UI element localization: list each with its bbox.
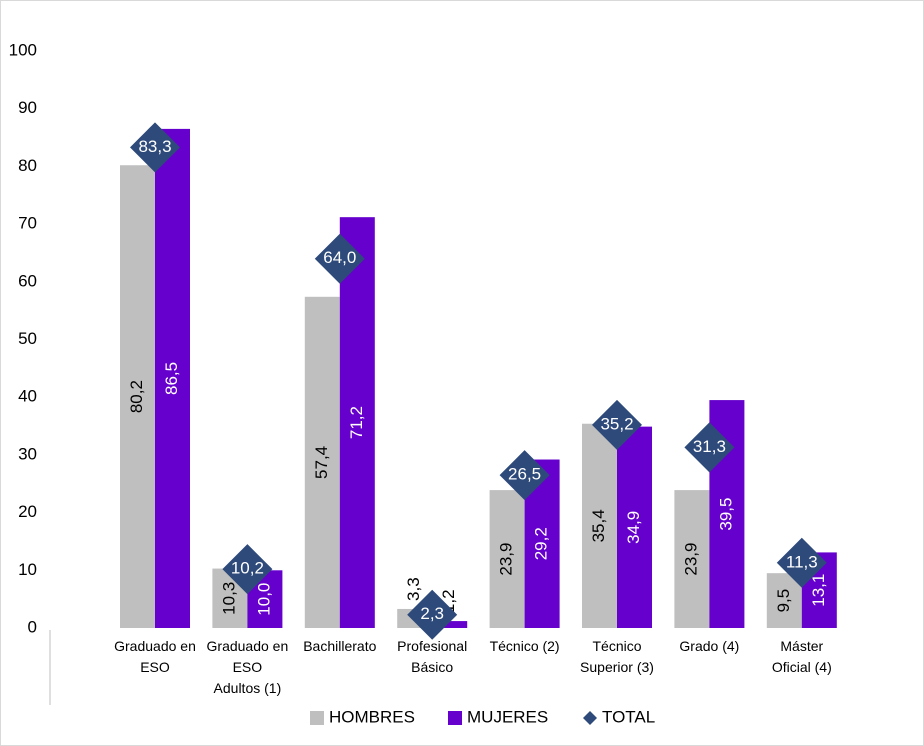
bar xyxy=(432,621,468,628)
data-label: 29,2 xyxy=(532,527,551,560)
data-label: 64,0 xyxy=(323,248,356,267)
legend-label: TOTAL xyxy=(602,707,655,726)
y-tick-label: 40 xyxy=(18,387,37,406)
bar xyxy=(617,426,652,628)
bar xyxy=(489,490,525,628)
y-tick-label: 60 xyxy=(18,271,37,290)
x-tick-label: Graduado en ESO Adultos (1) xyxy=(206,638,289,696)
x-tick-label: Profesional Básico xyxy=(397,638,468,675)
y-tick-label: 0 xyxy=(28,617,37,636)
total-marker xyxy=(776,537,827,588)
y-tick-label: 100 xyxy=(9,40,37,59)
bar xyxy=(304,296,340,628)
data-label: 10,2 xyxy=(231,559,264,578)
total-marker xyxy=(592,399,642,450)
y-tick-label: 20 xyxy=(18,502,37,521)
total-marker xyxy=(499,450,550,501)
data-label: 10,0 xyxy=(254,583,273,616)
data-label: 3,3 xyxy=(404,577,423,601)
data-label: 23,9 xyxy=(497,543,516,576)
y-tick-label: 90 xyxy=(18,98,37,117)
data-label: 34,9 xyxy=(624,511,643,544)
bar xyxy=(155,128,190,628)
bar xyxy=(120,165,155,628)
bar xyxy=(674,490,710,628)
total-marker xyxy=(222,544,273,595)
legend-label: HOMBRES xyxy=(329,707,415,726)
legend-marker xyxy=(448,711,462,725)
total-marker xyxy=(684,422,735,473)
y-tick-label: 50 xyxy=(18,329,37,348)
data-label: 35,2 xyxy=(600,414,633,433)
total-marker xyxy=(130,122,180,173)
data-label: 86,5 xyxy=(162,362,181,395)
legend-label: MUJERES xyxy=(467,707,548,726)
data-label: 57,4 xyxy=(312,446,331,479)
x-tick-label: Técnico Superior (3) xyxy=(580,638,654,675)
legend-marker xyxy=(583,711,597,725)
x-tick-label: Graduado en ESO xyxy=(114,638,196,675)
y-tick-label: 10 xyxy=(18,560,37,579)
data-label: 71,2 xyxy=(347,406,366,439)
x-tick-label: Grado (4) xyxy=(679,638,740,654)
data-label: 9,5 xyxy=(774,589,793,613)
data-label: 39,5 xyxy=(716,497,735,530)
data-label: 10,3 xyxy=(219,582,238,615)
y-tick-label: 30 xyxy=(18,444,37,463)
y-tick-label: 80 xyxy=(18,156,37,175)
data-label: 31,3 xyxy=(693,437,726,456)
total-marker xyxy=(407,589,458,640)
x-tick-label: Bachillerato xyxy=(303,638,377,654)
x-tick-label: Técnico (2) xyxy=(489,638,560,654)
data-label: 83,3 xyxy=(138,137,171,156)
bar xyxy=(339,217,375,628)
data-label: 35,4 xyxy=(589,509,608,542)
x-tick-label: Máster Oficial (4) xyxy=(771,638,832,675)
bar xyxy=(582,423,617,628)
data-label: 23,9 xyxy=(681,543,700,576)
y-tick-label: 70 xyxy=(18,214,37,233)
data-label: 11,3 xyxy=(786,552,818,571)
data-label: 80,2 xyxy=(127,380,146,413)
total-marker xyxy=(314,233,365,284)
legend-marker xyxy=(310,711,324,725)
data-label: 13,1 xyxy=(809,574,828,607)
data-label: 2,3 xyxy=(420,604,444,623)
bar xyxy=(766,573,802,628)
data-label: 26,5 xyxy=(508,465,541,484)
